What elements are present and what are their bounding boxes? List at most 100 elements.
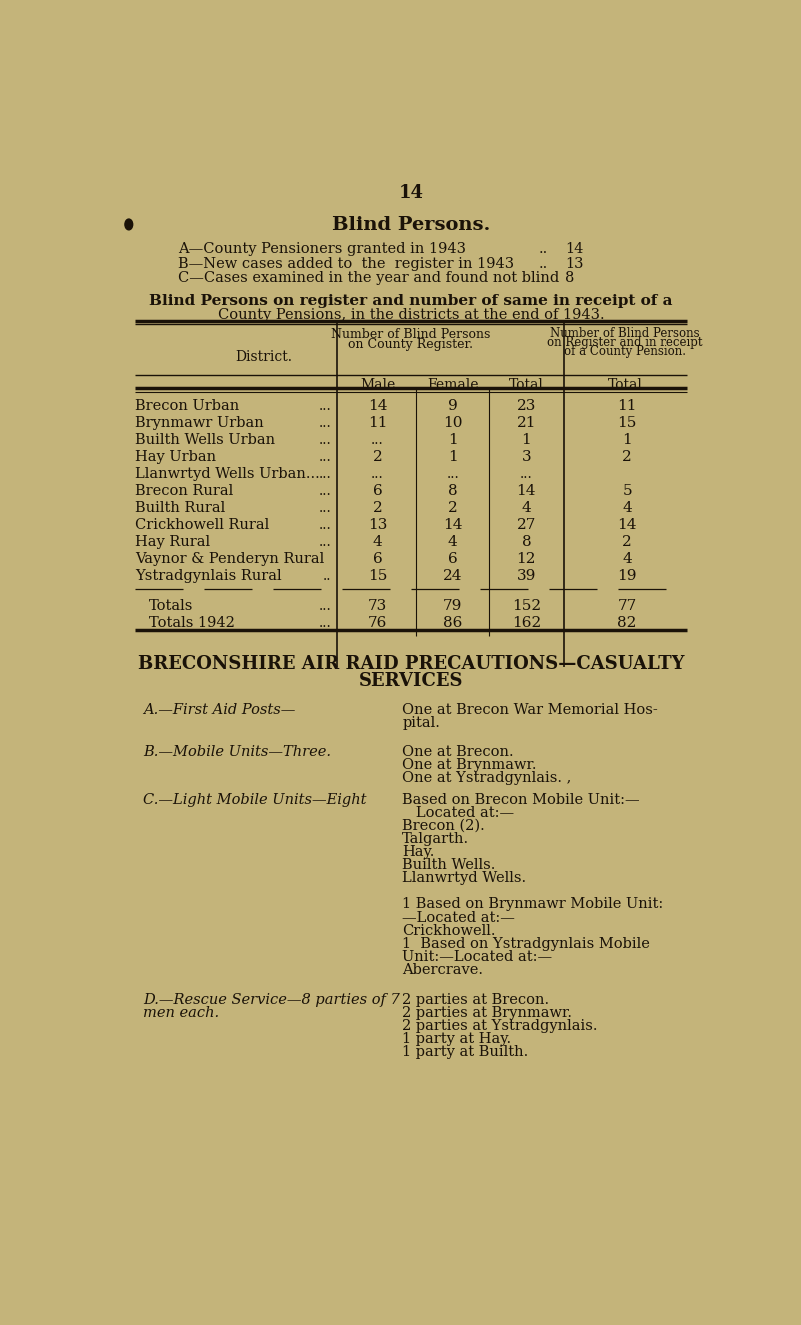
- Text: 27: 27: [517, 518, 536, 531]
- Text: D.—Rescue Service—8 parties of 7: D.—Rescue Service—8 parties of 7: [143, 992, 400, 1007]
- Text: 15: 15: [618, 416, 637, 431]
- Text: ..: ..: [539, 242, 548, 256]
- Text: Male: Male: [360, 378, 395, 392]
- Text: Builth Rural: Builth Rural: [135, 501, 225, 515]
- Text: ...: ...: [318, 466, 331, 481]
- Text: 11: 11: [368, 416, 388, 431]
- Text: ...: ...: [318, 416, 331, 431]
- Text: 2 parties at Ystradgynlais.: 2 parties at Ystradgynlais.: [402, 1019, 598, 1034]
- Text: 2: 2: [622, 535, 632, 549]
- Text: 24: 24: [443, 568, 462, 583]
- Text: ...: ...: [318, 535, 331, 549]
- Text: ...: ...: [520, 466, 533, 481]
- Text: 4: 4: [521, 501, 531, 515]
- Text: One at Ystradgynlais. ,: One at Ystradgynlais. ,: [402, 771, 572, 786]
- Text: pital.: pital.: [402, 716, 441, 730]
- Text: Totals: Totals: [149, 599, 193, 613]
- Text: 1 Based on Brynmawr Mobile Unit:: 1 Based on Brynmawr Mobile Unit:: [402, 897, 663, 912]
- Text: County Pensions, in the districts at the end of 1943.: County Pensions, in the districts at the…: [218, 309, 604, 322]
- Text: 19: 19: [618, 568, 637, 583]
- Text: ...: ...: [318, 399, 331, 413]
- Text: Number of Blind Persons: Number of Blind Persons: [550, 327, 700, 339]
- Text: 13: 13: [368, 518, 387, 531]
- Text: A—County Pensioners granted in 1943: A—County Pensioners granted in 1943: [178, 242, 465, 256]
- Text: 6: 6: [372, 551, 382, 566]
- Text: B—New cases added to  the  register in 1943: B—New cases added to the register in 194…: [178, 257, 513, 270]
- Text: Abercrave.: Abercrave.: [402, 963, 483, 977]
- Text: 1  Based on Ystradgynlais Mobile: 1 Based on Ystradgynlais Mobile: [402, 937, 650, 951]
- Text: 2: 2: [372, 451, 382, 464]
- Text: ...: ...: [318, 501, 331, 515]
- Text: 21: 21: [517, 416, 536, 431]
- Text: Female: Female: [427, 378, 478, 392]
- Text: Located at:—: Located at:—: [402, 806, 514, 820]
- Text: 2 parties at Brynmawr.: 2 parties at Brynmawr.: [402, 1006, 573, 1020]
- Text: 39: 39: [517, 568, 536, 583]
- Text: 82: 82: [618, 616, 637, 631]
- Text: ...: ...: [318, 616, 331, 631]
- Text: of a County Pension.: of a County Pension.: [564, 346, 686, 358]
- Text: 14: 14: [368, 399, 388, 413]
- Text: Brecon Rural: Brecon Rural: [135, 484, 233, 498]
- Text: Hay Urban: Hay Urban: [135, 451, 216, 464]
- Text: 23: 23: [517, 399, 536, 413]
- Text: Crickhowell.: Crickhowell.: [402, 924, 496, 938]
- Text: 6: 6: [372, 484, 382, 498]
- Text: One at Brecon.: One at Brecon.: [402, 745, 514, 759]
- Text: Unit:—Located at:—: Unit:—Located at:—: [402, 950, 553, 963]
- Text: SERVICES: SERVICES: [359, 672, 463, 690]
- Text: 13: 13: [566, 257, 584, 270]
- Text: 4: 4: [622, 501, 632, 515]
- Text: 10: 10: [443, 416, 462, 431]
- Text: on Register and in receipt: on Register and in receipt: [547, 337, 703, 348]
- Text: Llanwrtyd Wells.: Llanwrtyd Wells.: [402, 872, 526, 885]
- Text: B.—Mobile Units—Three.: B.—Mobile Units—Three.: [143, 745, 331, 759]
- Text: District.: District.: [235, 350, 292, 364]
- Text: Total.: Total.: [608, 378, 646, 392]
- Text: —Located at:—: —Located at:—: [402, 910, 515, 925]
- Text: 14: 14: [618, 518, 637, 531]
- Text: Number of Blind Persons: Number of Blind Persons: [331, 329, 490, 342]
- Text: Talgarth.: Talgarth.: [402, 832, 469, 845]
- Text: Blind Persons.: Blind Persons.: [332, 216, 490, 235]
- Text: 2: 2: [372, 501, 382, 515]
- Text: 2: 2: [622, 451, 632, 464]
- Text: 4: 4: [622, 551, 632, 566]
- Text: ...: ...: [318, 518, 331, 531]
- Text: Brecon (2).: Brecon (2).: [402, 819, 485, 833]
- Text: 1: 1: [448, 451, 457, 464]
- Text: Total: Total: [509, 378, 544, 392]
- Text: 2 parties at Brecon.: 2 parties at Brecon.: [402, 992, 549, 1007]
- Text: on County Register.: on County Register.: [348, 338, 473, 351]
- Text: Builth Wells.: Builth Wells.: [402, 859, 496, 872]
- Text: 6: 6: [448, 551, 457, 566]
- Text: 8: 8: [521, 535, 531, 549]
- Text: 76: 76: [368, 616, 387, 631]
- Text: Builth Wells Urban: Builth Wells Urban: [135, 433, 275, 447]
- Text: 14: 14: [517, 484, 536, 498]
- Text: One at Brecon War Memorial Hos-: One at Brecon War Memorial Hos-: [402, 702, 658, 717]
- Text: 12: 12: [517, 551, 536, 566]
- Text: 1 party at Builth.: 1 party at Builth.: [402, 1045, 529, 1059]
- Text: 1: 1: [622, 433, 632, 447]
- Text: ..: ..: [539, 257, 548, 270]
- Text: 5: 5: [622, 484, 632, 498]
- Text: 73: 73: [368, 599, 387, 613]
- Text: Crickhowell Rural: Crickhowell Rural: [135, 518, 269, 531]
- Text: C—Cases examined in the year and found not blind: C—Cases examined in the year and found n…: [178, 272, 559, 285]
- Text: 4: 4: [372, 535, 382, 549]
- Text: 8: 8: [448, 484, 457, 498]
- Text: men each.: men each.: [143, 1006, 219, 1020]
- Text: ...: ...: [446, 466, 459, 481]
- Text: 14: 14: [398, 184, 424, 201]
- Text: 15: 15: [368, 568, 387, 583]
- Text: BRECONSHIRE AIR RAID PRECAUTIONS—CASUALTY: BRECONSHIRE AIR RAID PRECAUTIONS—CASUALT…: [138, 655, 684, 673]
- Text: 79: 79: [443, 599, 462, 613]
- Text: 8: 8: [566, 272, 574, 285]
- Text: ...: ...: [371, 466, 384, 481]
- Text: Llanwrtyd Wells Urban...: Llanwrtyd Wells Urban...: [135, 466, 320, 481]
- Text: Hay.: Hay.: [402, 845, 435, 859]
- Text: 86: 86: [443, 616, 462, 631]
- Text: 4: 4: [448, 535, 457, 549]
- Text: 14: 14: [566, 242, 583, 256]
